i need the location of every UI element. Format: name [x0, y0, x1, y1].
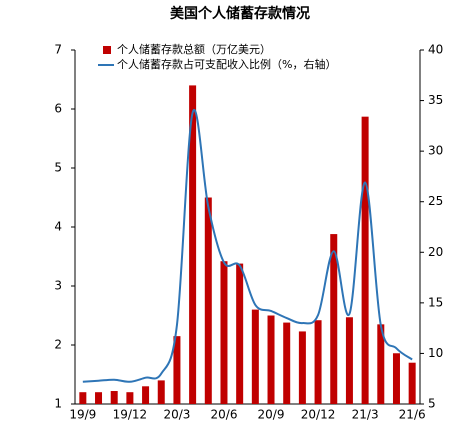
x-tick-label: 19/9 [69, 408, 96, 422]
bar [408, 362, 416, 404]
y2-tick-label: 5 [428, 397, 436, 411]
y2-tick-label: 25 [428, 194, 443, 208]
bar [314, 320, 322, 404]
x-tick-label: 20/12 [301, 408, 336, 422]
bar [236, 263, 244, 404]
y2-tick-label: 10 [428, 346, 443, 360]
legend-label: 个人储蓄存款总额（万亿美元） [117, 42, 271, 56]
y2-tick-label: 20 [428, 245, 443, 259]
bar [220, 261, 228, 404]
bar [267, 315, 275, 404]
bar [345, 317, 353, 404]
bar [189, 85, 197, 405]
legend-label: 个人储蓄存款占可支配收入比例（%，右轴） [117, 57, 336, 71]
bar [110, 391, 118, 404]
y2-tick-label: 30 [428, 144, 443, 158]
bar [392, 353, 400, 404]
legend-swatch [103, 46, 111, 54]
bar [361, 116, 369, 405]
y-tick-label: 7 [54, 43, 62, 57]
y-tick-label: 3 [54, 279, 62, 293]
y-tick-label: 6 [54, 102, 62, 116]
bar [79, 392, 87, 404]
x-tick-label: 21/6 [399, 408, 426, 422]
bar [157, 380, 165, 404]
x-tick-label: 21/3 [352, 408, 379, 422]
x-tick-label: 20/9 [258, 408, 285, 422]
x-tick-label: 19/12 [113, 408, 148, 422]
y2-tick-label: 35 [428, 93, 443, 107]
bar [95, 392, 103, 404]
x-tick-label: 20/6 [211, 408, 238, 422]
y-tick-label: 1 [54, 397, 62, 411]
bar [142, 386, 150, 404]
bar [377, 324, 385, 404]
bar [251, 309, 259, 404]
bar [283, 322, 291, 404]
bar [173, 336, 181, 404]
y-tick-label: 5 [54, 161, 62, 175]
line [82, 108, 413, 383]
bar [204, 197, 212, 404]
y2-tick-label: 40 [428, 43, 443, 57]
chart-title: 美国个人储蓄存款情况 [170, 5, 310, 22]
bar [330, 234, 338, 404]
y2-tick-label: 15 [428, 295, 443, 309]
y-tick-label: 2 [54, 338, 62, 352]
bar [126, 392, 134, 404]
x-tick-label: 20/3 [163, 408, 190, 422]
bar [298, 331, 306, 404]
y-tick-label: 4 [54, 220, 62, 234]
